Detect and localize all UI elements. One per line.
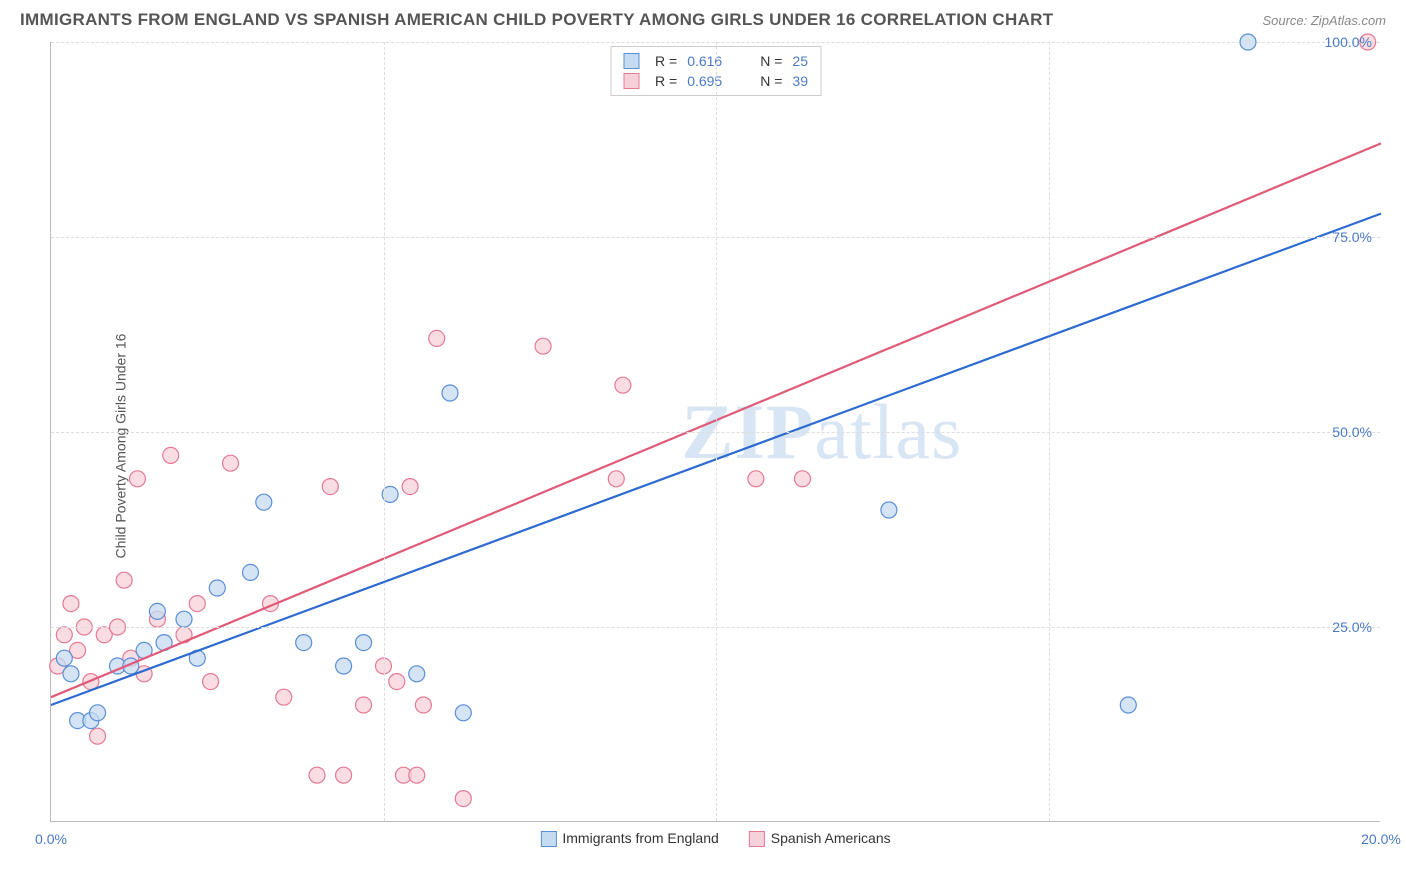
- scatter-point: [149, 603, 165, 619]
- scatter-point: [63, 596, 79, 612]
- x-tick-label: 0.0%: [35, 831, 67, 847]
- scatter-point: [415, 697, 431, 713]
- y-tick-label: 75.0%: [1332, 229, 1372, 245]
- chart-title: IMMIGRANTS FROM ENGLAND VS SPANISH AMERI…: [20, 10, 1053, 30]
- y-tick-label: 50.0%: [1332, 424, 1372, 440]
- scatter-point: [409, 767, 425, 783]
- legend-swatch: [623, 53, 639, 69]
- scatter-point: [402, 479, 418, 495]
- scatter-point: [129, 471, 145, 487]
- scatter-point: [389, 674, 405, 690]
- bottom-legend: Immigrants from England Spanish Americans: [540, 830, 890, 847]
- scatter-point: [615, 377, 631, 393]
- scatter-point: [63, 666, 79, 682]
- gridline-v: [1049, 42, 1050, 821]
- legend-swatch: [623, 73, 639, 89]
- scatter-point: [189, 596, 205, 612]
- scatter-point: [90, 705, 106, 721]
- y-tick-label: 25.0%: [1332, 619, 1372, 635]
- scatter-point: [608, 471, 624, 487]
- scatter-point: [223, 455, 239, 471]
- legend-label: Immigrants from England: [562, 830, 718, 846]
- corr-n-label: N =: [760, 73, 782, 89]
- scatter-point: [276, 689, 292, 705]
- scatter-point: [243, 564, 259, 580]
- y-tick-label: 100.0%: [1325, 34, 1372, 50]
- chart-header: IMMIGRANTS FROM ENGLAND VS SPANISH AMERI…: [20, 10, 1386, 30]
- scatter-point: [382, 486, 398, 502]
- gridline-v: [716, 42, 717, 821]
- gridline-v: [384, 42, 385, 821]
- scatter-point: [176, 611, 192, 627]
- scatter-point: [1120, 697, 1136, 713]
- legend-item: Immigrants from England: [540, 830, 718, 847]
- legend-label: Spanish Americans: [771, 830, 891, 846]
- plot-area: ZIPatlas R =0.616N =25R =0.695N =39 Immi…: [50, 42, 1380, 822]
- corr-r-label: R =: [655, 53, 677, 69]
- scatter-point: [455, 791, 471, 807]
- scatter-point: [748, 471, 764, 487]
- scatter-point: [336, 767, 352, 783]
- corr-n-label: N =: [760, 53, 782, 69]
- legend-swatch: [749, 831, 765, 847]
- scatter-point: [336, 658, 352, 674]
- scatter-point: [163, 447, 179, 463]
- scatter-point: [90, 728, 106, 744]
- scatter-point: [296, 635, 312, 651]
- scatter-point: [429, 330, 445, 346]
- scatter-point: [309, 767, 325, 783]
- scatter-point: [203, 674, 219, 690]
- chart-source: Source: ZipAtlas.com: [1262, 13, 1386, 28]
- legend-swatch: [540, 831, 556, 847]
- scatter-point: [56, 650, 72, 666]
- scatter-point: [256, 494, 272, 510]
- scatter-point: [356, 697, 372, 713]
- scatter-point: [442, 385, 458, 401]
- scatter-point: [209, 580, 225, 596]
- scatter-point: [881, 502, 897, 518]
- scatter-point: [535, 338, 551, 354]
- scatter-point: [356, 635, 372, 651]
- scatter-point: [322, 479, 338, 495]
- scatter-point: [409, 666, 425, 682]
- scatter-point: [116, 572, 132, 588]
- x-tick-label: 20.0%: [1361, 831, 1401, 847]
- scatter-point: [56, 627, 72, 643]
- corr-n-value: 25: [792, 53, 808, 69]
- corr-r-label: R =: [655, 73, 677, 89]
- corr-n-value: 39: [792, 73, 808, 89]
- scatter-point: [794, 471, 810, 487]
- scatter-point: [455, 705, 471, 721]
- legend-item: Spanish Americans: [749, 830, 891, 847]
